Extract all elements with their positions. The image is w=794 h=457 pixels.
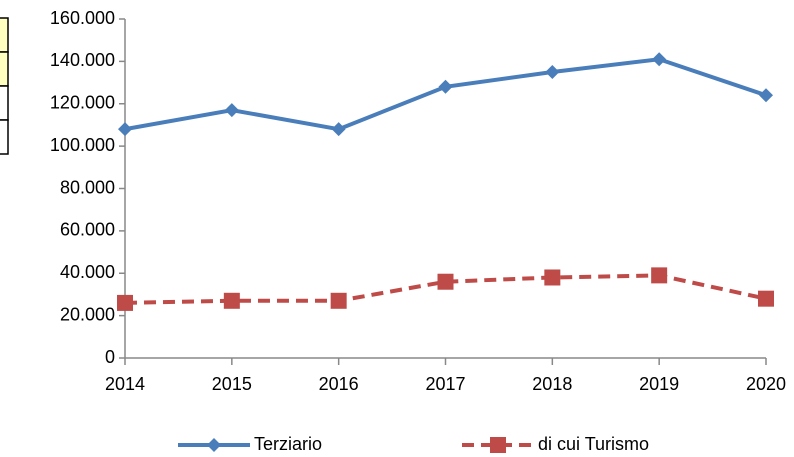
- point: [438, 79, 453, 94]
- y-tick-label: 160.000: [50, 8, 115, 28]
- x-tick-label: 2016: [319, 374, 359, 394]
- point: [223, 292, 240, 309]
- table-cell: [0, 51, 9, 87]
- point: [330, 292, 347, 309]
- point: [651, 267, 668, 284]
- x-tick-label: 2018: [532, 374, 572, 394]
- y-tick-label: 120.000: [50, 93, 115, 113]
- x-tick-label: 2014: [105, 374, 145, 394]
- y-tick-label: 40.000: [60, 262, 115, 282]
- point: [759, 88, 773, 103]
- legend-label: Terziario: [254, 434, 322, 454]
- legend-marker: [207, 438, 221, 452]
- point: [224, 103, 239, 118]
- y-tick-label: 80.000: [60, 177, 115, 197]
- y-tick-label: 60.000: [60, 220, 115, 240]
- x-tick-label: 2019: [639, 374, 679, 394]
- series-line: [124, 57, 767, 132]
- table-cell: [0, 85, 9, 121]
- point: [544, 269, 561, 286]
- cropped-table-fragment: [0, 17, 9, 155]
- x-tick-label: 2017: [425, 374, 465, 394]
- y-tick-label: 0: [105, 347, 115, 367]
- y-tick-label: 20.000: [60, 304, 115, 324]
- legend-label: di cui Turismo: [538, 434, 649, 454]
- legend-marker: [490, 437, 506, 453]
- x-tick-label: 2015: [212, 374, 252, 394]
- point: [652, 52, 667, 67]
- y-tick-label: 140.000: [50, 50, 115, 70]
- point: [545, 64, 560, 79]
- point: [331, 122, 346, 137]
- y-tick-label: 100.000: [50, 135, 115, 155]
- table-cell: [0, 17, 9, 53]
- point: [758, 290, 774, 307]
- table-cell: [0, 119, 9, 155]
- x-tick-label: 2020: [746, 374, 786, 394]
- point: [118, 122, 132, 137]
- point: [437, 273, 454, 290]
- point: [117, 294, 133, 311]
